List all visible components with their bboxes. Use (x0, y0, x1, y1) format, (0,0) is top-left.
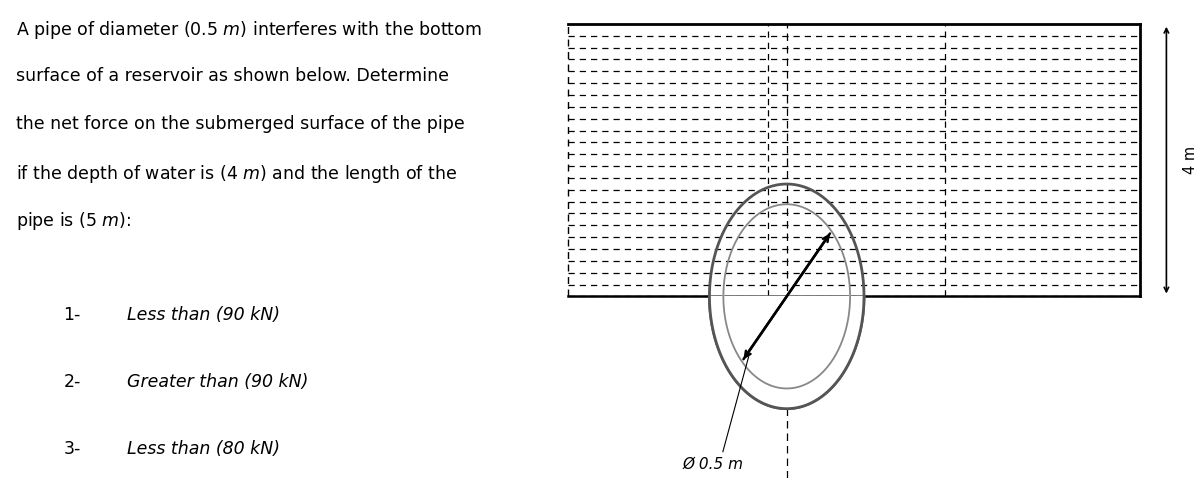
Text: 3-: 3- (64, 440, 80, 458)
Text: 1-: 1- (64, 306, 80, 324)
Text: pipe is (5 $m$):: pipe is (5 $m$): (16, 210, 131, 232)
Text: Less than (80 kN): Less than (80 kN) (127, 440, 280, 458)
Text: Ø 0.5 m: Ø 0.5 m (683, 456, 744, 471)
Text: Less than (90 kN): Less than (90 kN) (127, 306, 280, 324)
Text: 4 m: 4 m (1183, 146, 1198, 174)
Text: 2-: 2- (64, 373, 80, 391)
Polygon shape (709, 296, 864, 409)
Text: A pipe of diameter (0.5 $m$) interferes with the bottom: A pipe of diameter (0.5 $m$) interferes … (16, 19, 481, 41)
Text: surface of a reservoir as shown below. Determine: surface of a reservoir as shown below. D… (16, 67, 449, 85)
Text: Greater than (90 kN): Greater than (90 kN) (127, 373, 308, 391)
Text: if the depth of water is (4 $m$) and the length of the: if the depth of water is (4 $m$) and the… (16, 163, 457, 185)
Text: the net force on the submerged surface of the pipe: the net force on the submerged surface o… (16, 115, 464, 133)
